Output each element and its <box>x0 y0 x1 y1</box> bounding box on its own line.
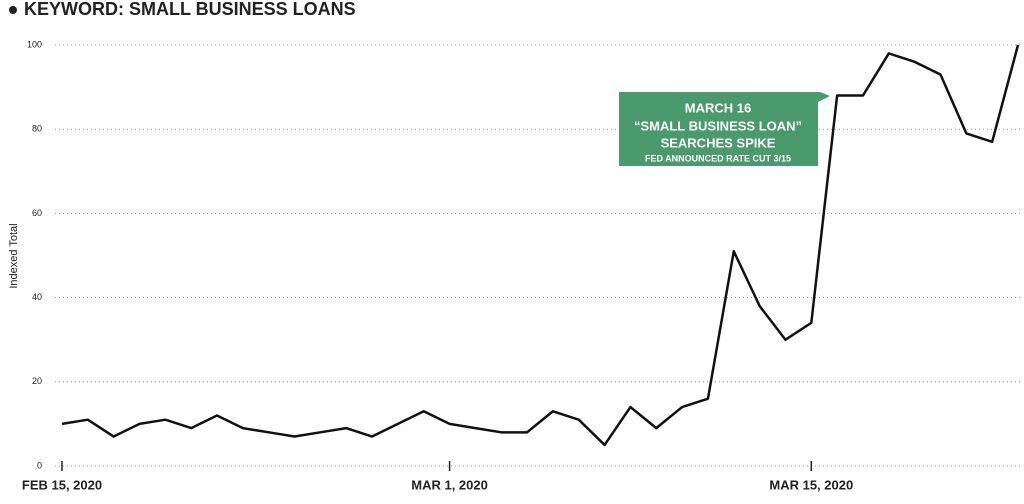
annotation-text: MARCH 16 <box>685 100 751 115</box>
annotation-text: “SMALL BUSINESS LOAN” <box>634 118 802 133</box>
y-tick-label: 40 <box>32 292 42 302</box>
y-tick-label: 80 <box>32 124 42 134</box>
y-tick-label: 20 <box>32 376 42 386</box>
y-tick-label: 0 <box>37 460 42 470</box>
line-series <box>61 44 1020 447</box>
y-tick-label: 100 <box>27 39 42 49</box>
y-tick-label: 60 <box>32 208 42 218</box>
annotation-text: SEARCHES SPIKE <box>661 135 776 150</box>
annotation-box <box>619 92 830 166</box>
title-bullet <box>9 6 17 14</box>
x-tick-label: MAR 1, 2020 <box>411 477 488 492</box>
chart-title: KEYWORD: SMALL BUSINESS LOANS <box>24 0 356 19</box>
x-tick-label: FEB 15, 2020 <box>22 477 102 492</box>
x-tick-label: MAR 15, 2020 <box>769 477 853 492</box>
y-axis-label: Indexed Total <box>8 223 20 288</box>
annotation-text: FED ANNOUNCED RATE CUT 3/15 <box>645 153 791 163</box>
